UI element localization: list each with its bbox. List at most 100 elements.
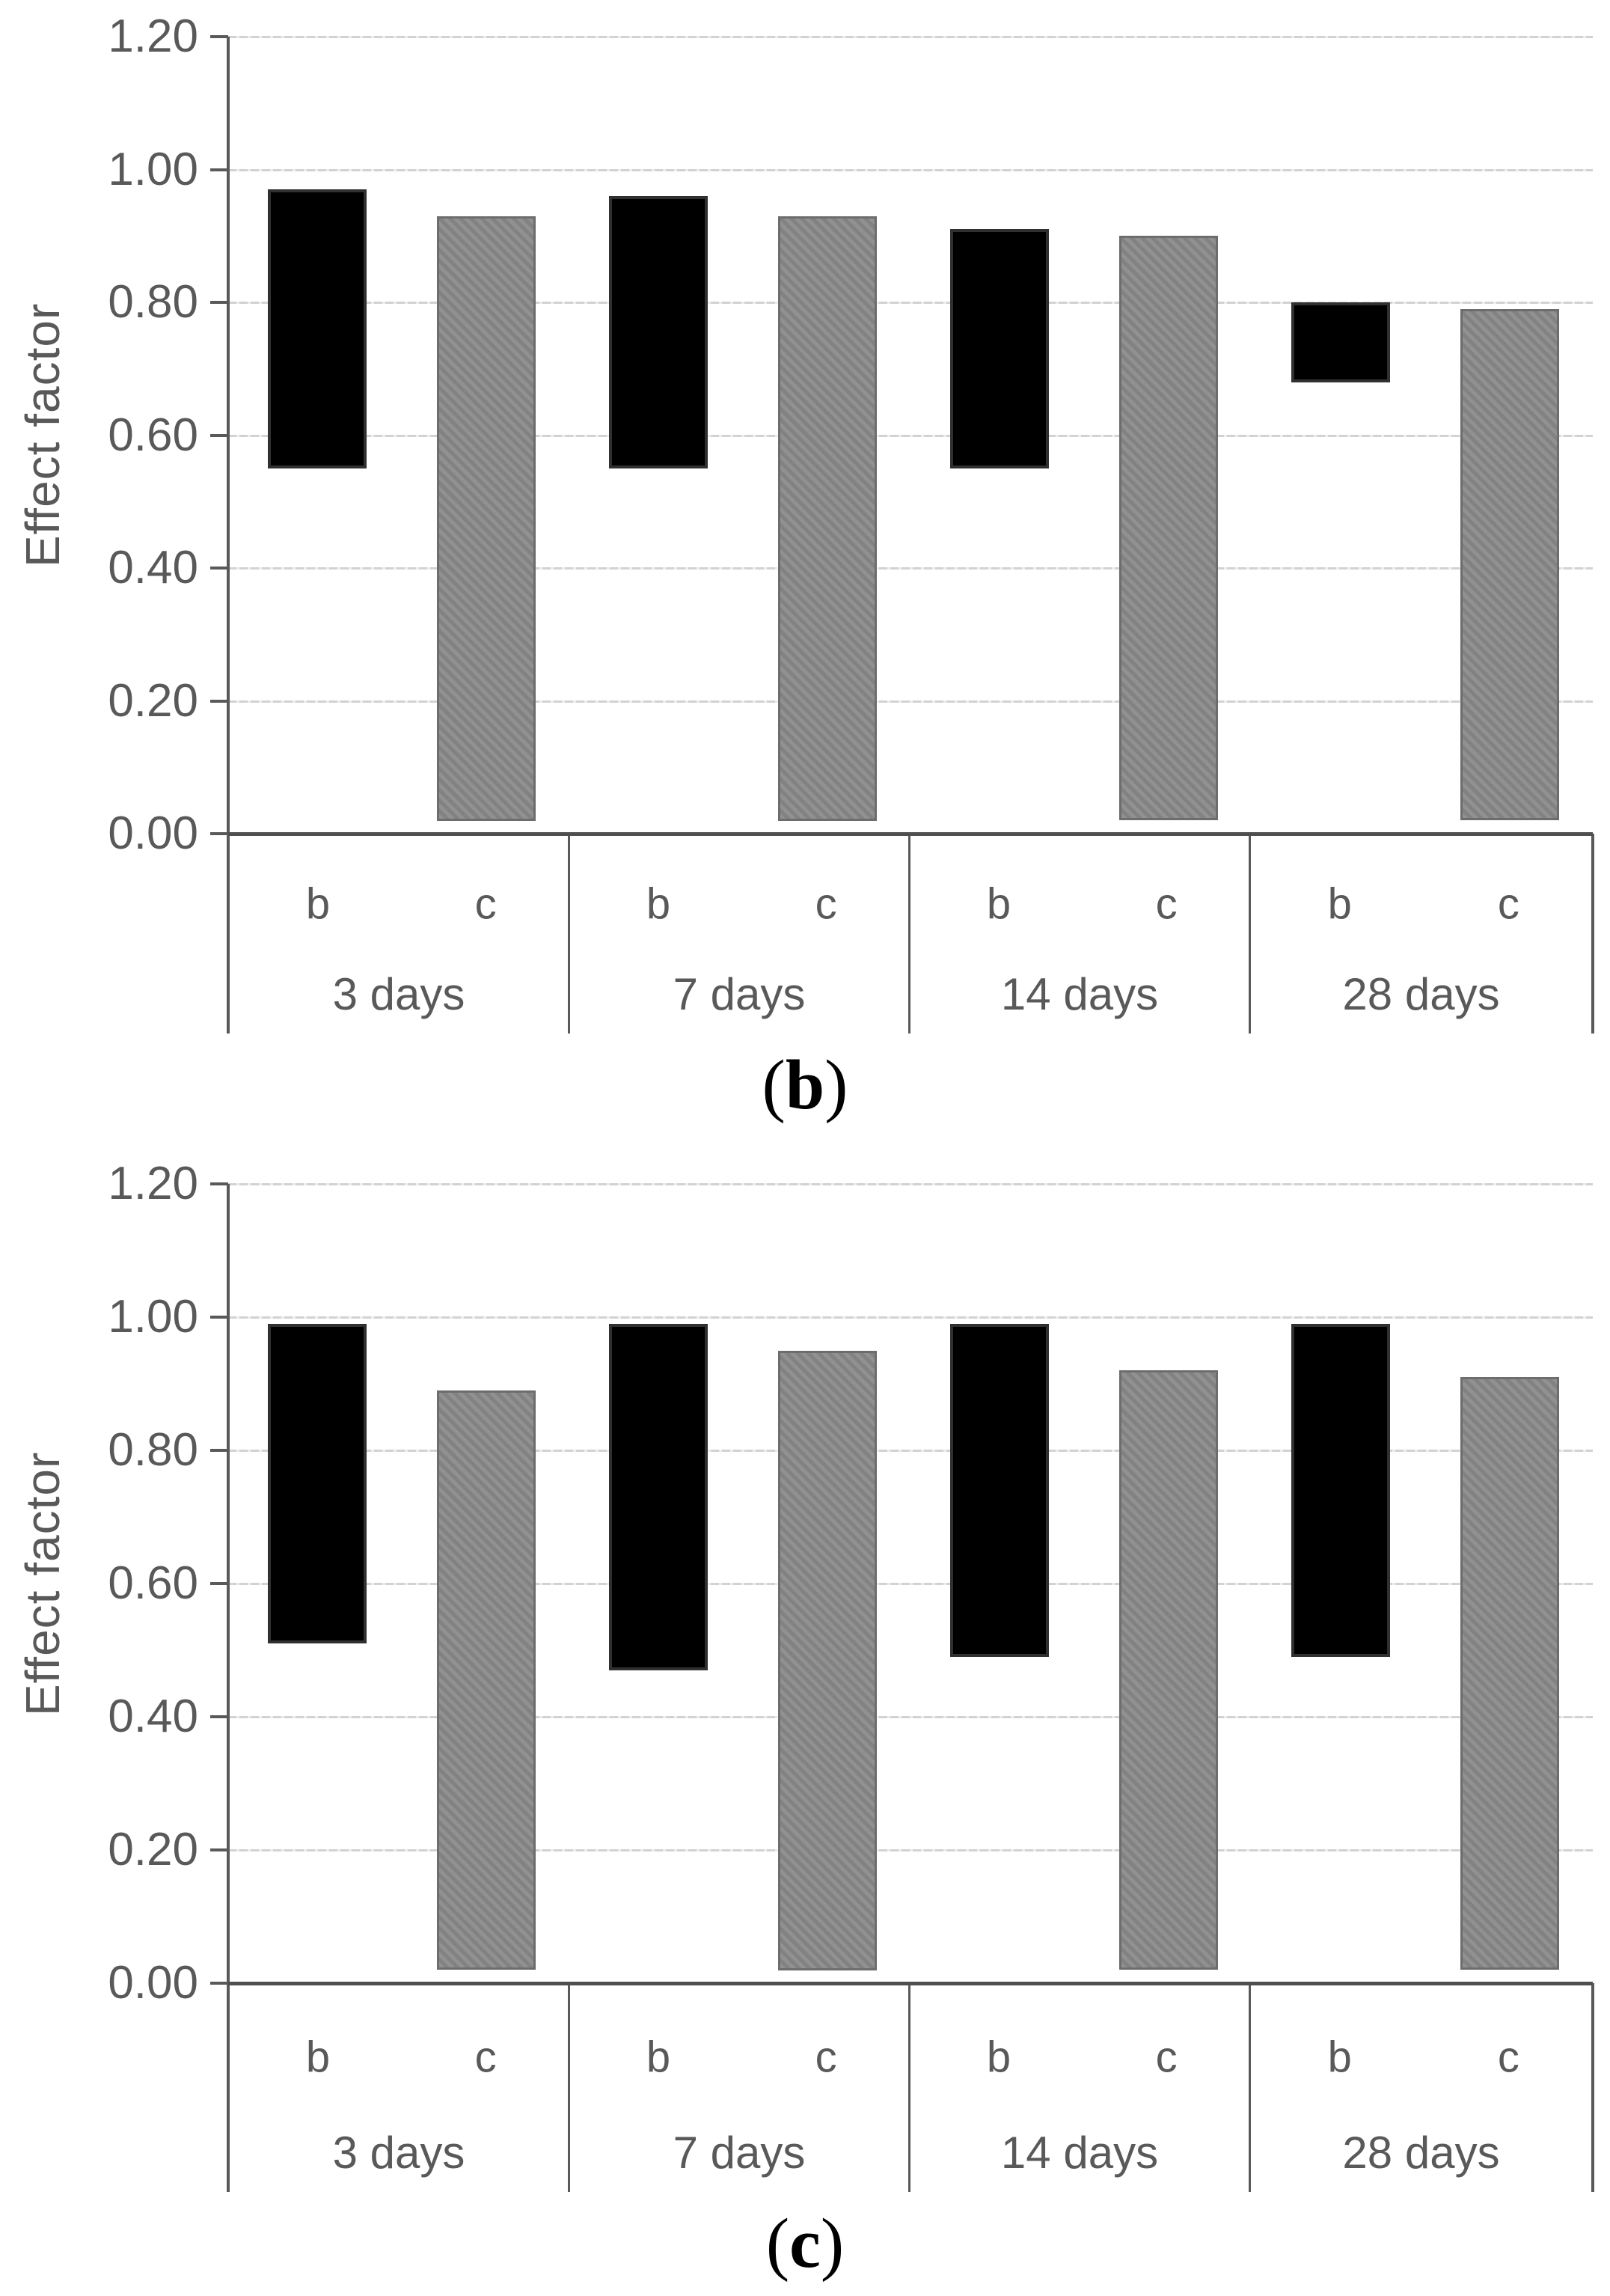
bar-b-28days <box>1291 302 1390 382</box>
y-tick-mark <box>210 168 228 171</box>
category-group-28days: b c 28 days <box>1251 1983 1591 2192</box>
category-group-14days: b c 14 days <box>910 1983 1251 2192</box>
y-tick-mark <box>210 832 228 835</box>
gridline-1.20 <box>228 1183 1593 1185</box>
bar-b-7days <box>609 1324 708 1670</box>
bar-label-b: b <box>646 2033 671 2082</box>
bar-b-7days <box>609 196 708 468</box>
y-axis-line <box>227 37 230 834</box>
bar-c-3days <box>437 216 536 821</box>
plot-area <box>228 1183 1593 1983</box>
gridline-1.20 <box>228 36 1593 38</box>
y-tick-label: 0.20 <box>108 675 198 727</box>
category-group-28days: b c 28 days <box>1251 834 1591 1033</box>
bar-label-c: c <box>474 2033 497 2082</box>
category-label: 3 days <box>332 2128 465 2178</box>
y-tick-mark <box>210 700 228 703</box>
bar-label-b: b <box>986 879 1011 928</box>
bar-label-b: b <box>1327 879 1352 928</box>
gridline-0.60 <box>228 1583 1593 1585</box>
gridline-1.00 <box>228 169 1593 171</box>
y-tick-label: 0.00 <box>108 1957 198 2009</box>
chart-caption: (c) <box>0 2203 1610 2290</box>
y-tick-mark <box>210 1715 228 1718</box>
category-label: 14 days <box>1000 969 1159 1019</box>
y-tick-mark <box>210 1982 228 1985</box>
bar-label-c: c <box>1497 879 1519 928</box>
bar-label-c: c <box>1155 2033 1178 2082</box>
bar-c-7days <box>778 1351 877 1970</box>
bar-label-b: b <box>1327 2033 1352 2082</box>
y-tick-label: 1.20 <box>108 10 198 62</box>
bar-c-28days <box>1460 309 1559 820</box>
caption-paren-close: ) <box>820 2205 845 2283</box>
category-group-14days: b c 14 days <box>910 834 1251 1033</box>
plot-area <box>228 36 1593 834</box>
caption-paren-open: ( <box>765 2205 790 2283</box>
y-tick-label: 1.00 <box>108 1291 198 1343</box>
category-label: 28 days <box>1342 2128 1500 2178</box>
category-label: 3 days <box>332 969 465 1019</box>
bar-b-3days <box>268 189 367 468</box>
y-tick-mark <box>210 1182 228 1185</box>
bar-b-14days <box>950 1324 1049 1657</box>
caption-letter: c <box>789 2205 821 2283</box>
y-tick-mark <box>210 35 228 38</box>
bar-label-b: b <box>986 2033 1011 2082</box>
bar-b-14days <box>950 229 1049 468</box>
bar-c-14days <box>1119 1370 1218 1970</box>
y-tick-label: 0.60 <box>108 1557 198 1609</box>
bar-label-c: c <box>815 2033 837 2082</box>
bar-label-c: c <box>474 879 497 928</box>
bar-label-b: b <box>305 2033 331 2082</box>
bar-b-3days <box>268 1324 367 1643</box>
category-label: 14 days <box>1000 2128 1159 2178</box>
y-tick-label: 0.40 <box>108 1691 198 1742</box>
bar-c-7days <box>778 216 877 821</box>
y-tick-label: 1.20 <box>108 1158 198 1209</box>
x-axis-line <box>228 832 1593 836</box>
gridline-0.80 <box>228 302 1593 304</box>
gridline-0.80 <box>228 1450 1593 1452</box>
bar-c-14days <box>1119 236 1218 820</box>
y-tick-mark <box>210 1848 228 1851</box>
y-tick-label: 0.80 <box>108 276 198 328</box>
gridline-0.40 <box>228 567 1593 570</box>
gridline-0.20 <box>228 700 1593 703</box>
chart-caption: (b) <box>0 1045 1610 1132</box>
y-tick-mark <box>210 434 228 437</box>
y-axis-line <box>227 1184 230 1983</box>
y-tick-label: 0.40 <box>108 542 198 593</box>
gridline-0.40 <box>228 1716 1593 1718</box>
y-axis-title: Effect factor <box>16 302 70 568</box>
y-tick-label: 0.20 <box>108 1824 198 1875</box>
caption-paren-open: ( <box>762 1046 786 1124</box>
bar-label-c: c <box>1155 879 1178 928</box>
caption-paren-close: ) <box>824 1046 848 1124</box>
y-tick-label: 1.00 <box>108 144 198 195</box>
y-tick-label: 0.00 <box>108 807 198 859</box>
y-tick-mark <box>210 301 228 304</box>
x-axis-line <box>228 1982 1593 1985</box>
y-tick-label: 0.60 <box>108 409 198 461</box>
y-tick-mark <box>210 1316 228 1319</box>
y-tick-mark <box>210 567 228 570</box>
bar-label-c: c <box>815 879 837 928</box>
gridline-0.60 <box>228 435 1593 437</box>
category-label: 7 days <box>673 2128 806 2178</box>
bar-label-b: b <box>646 879 671 928</box>
